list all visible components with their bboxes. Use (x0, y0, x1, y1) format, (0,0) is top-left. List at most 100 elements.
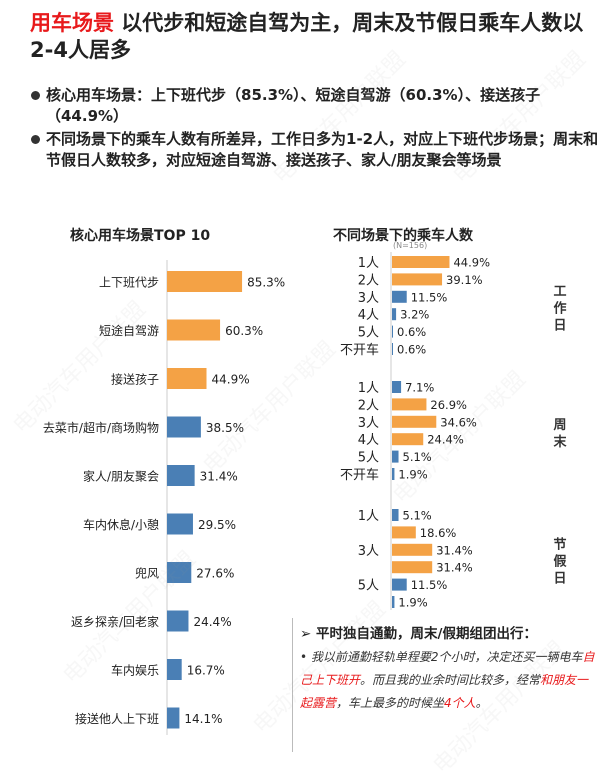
category-label: 兜风 (135, 566, 159, 581)
chart-title-left: 核心用车场景TOP 10 (70, 228, 211, 244)
data-label: 85.3% (247, 276, 285, 290)
bar (392, 509, 399, 521)
bar (392, 290, 407, 303)
category-label: 车内娱乐 (111, 663, 159, 678)
data-label: 0.6% (397, 343, 426, 357)
category-label: 接送孩子 (111, 372, 159, 387)
group-label: 周 (553, 418, 566, 433)
bar (392, 526, 416, 539)
bar (392, 256, 450, 268)
data-label: 31.4% (436, 543, 473, 557)
group-label: 作 (553, 301, 566, 317)
data-label: 11.5% (411, 290, 448, 304)
arrow-icon: ➢ (300, 626, 317, 642)
data-label: 34.6% (440, 415, 477, 429)
quote-highlight: 和朋友一起露营 (300, 673, 589, 710)
bar (392, 543, 433, 556)
data-label: 24.4% (193, 615, 231, 629)
bar (167, 513, 193, 535)
category-label: 2人 (358, 398, 379, 413)
quote-highlight: 4个人 (444, 696, 476, 710)
data-label: 60.3% (225, 324, 263, 338)
bullet-item: 不同场景下的乘车人数有所差异，工作日多为1-2人，对应上下班代步场景；周末和节假… (30, 129, 600, 171)
bar (167, 271, 243, 292)
bullet-item: 核心用车场景：上下班代步（85.3%）、短途自驾游（60.3%）、接送孩子（44… (30, 85, 600, 127)
bar (167, 368, 207, 389)
category-label: 车内休息/小憩 (83, 517, 159, 532)
group-label: 日 (553, 319, 566, 334)
data-label: 29.5% (198, 518, 236, 532)
category-label: 1人 (358, 256, 379, 271)
category-label: 3人 (358, 291, 379, 306)
bar (392, 398, 427, 411)
category-label: 返乡探亲/回老家 (71, 614, 159, 629)
category-label: 3人 (358, 416, 379, 431)
bar (392, 381, 402, 393)
category-label: 3人 (358, 544, 379, 559)
category-label: 去菜市/超市/商场购物 (43, 420, 159, 435)
page-title: 用车场景 以代步和短途自驾为主，周末及节假日乘车人数以2-4人居多 (30, 10, 600, 64)
data-label: 38.5% (206, 421, 244, 435)
bar (167, 659, 182, 680)
group-label: 末 (552, 434, 567, 450)
data-label: 18.6% (420, 526, 457, 540)
data-label: 44.9% (453, 256, 490, 270)
category-label: 4人 (358, 433, 379, 448)
chart-title-right: 不同场景下的乘车人数 (333, 228, 473, 244)
category-label: 1人 (358, 381, 379, 396)
bar (167, 610, 189, 632)
bar (392, 308, 397, 321)
data-label: 7.1% (405, 381, 434, 395)
title-rest: 以代步和短途自驾为主，周末及节假日乘车人数以2-4人居多 (30, 11, 584, 62)
category-label: 5人 (358, 451, 379, 466)
category-label: 不开车 (340, 342, 379, 358)
bar (167, 707, 180, 729)
category-label: 5人 (358, 579, 379, 594)
bar (392, 325, 393, 338)
category-label: 短途自驾游 (99, 323, 159, 338)
data-label: 5.1% (403, 509, 432, 523)
quote-text: 。 (475, 696, 488, 710)
group-label: 节 (553, 537, 566, 553)
data-label: 3.2% (400, 308, 429, 322)
bar (392, 415, 437, 428)
group-label: 假 (553, 554, 567, 570)
data-label: 27.6% (196, 567, 234, 581)
data-label: 14.1% (184, 712, 222, 726)
quote-body: • 我以前通勤轻轨单程要2个小时，决定还买一辆电车自己上下班开。而且我的业余时间… (300, 650, 595, 710)
quote-highlight: 自己上下班开 (300, 650, 595, 687)
quote-text: 。而且我的业余时间比较多，经常 (360, 673, 541, 687)
bar (392, 468, 395, 480)
data-label: 11.5% (411, 578, 448, 592)
data-label: 5.1% (403, 450, 432, 464)
bar (392, 433, 424, 446)
note-divider (292, 618, 293, 752)
category-label: 1人 (358, 509, 379, 524)
category-label: 家人/朋友聚会 (83, 469, 159, 484)
title-highlight: 用车场景 (30, 11, 114, 35)
bar (167, 465, 195, 486)
bar (392, 273, 443, 286)
category-label: 5人 (358, 326, 379, 341)
bar (392, 561, 433, 574)
bar (392, 450, 399, 463)
data-label: 24.4% (427, 433, 464, 447)
category-label: 2人 (358, 273, 379, 288)
category-label: 上下班代步 (99, 276, 159, 290)
data-label: 31.4% (200, 470, 238, 484)
quote-text: ，车上最多的时候坐 (336, 696, 445, 710)
data-label: 44.9% (212, 373, 250, 387)
category-label: 4人 (358, 308, 379, 323)
chart-left: 上下班代步 85.3% 短途自驾游 60.3% 接送孩子 44.9% 去菜市/超市/商场购物… (43, 260, 285, 735)
group-label: 工 (553, 285, 566, 300)
data-label: 0.6% (397, 325, 426, 339)
bar (392, 578, 407, 591)
bullet-list: 核心用车场景：上下班代步（85.3%）、短途自驾游（60.3%）、接送孩子（44… (30, 85, 600, 173)
quote-box: ➢ 平时独自通勤，周末/假期组团出行： • 我以前通勤轻轨单程要2个小时，决定还… (292, 616, 604, 754)
quote-text: 我以前通勤轻轨单程要2个小时，决定还买一辆电车 (310, 650, 583, 664)
quote-heading-text: 平时独自通勤，周末/假期组团出行： (316, 626, 537, 642)
data-label: 39.1% (446, 273, 483, 287)
chart-subtitle-right: (N=156) (393, 241, 428, 250)
data-label: 1.9% (398, 468, 427, 482)
bar (167, 562, 192, 583)
